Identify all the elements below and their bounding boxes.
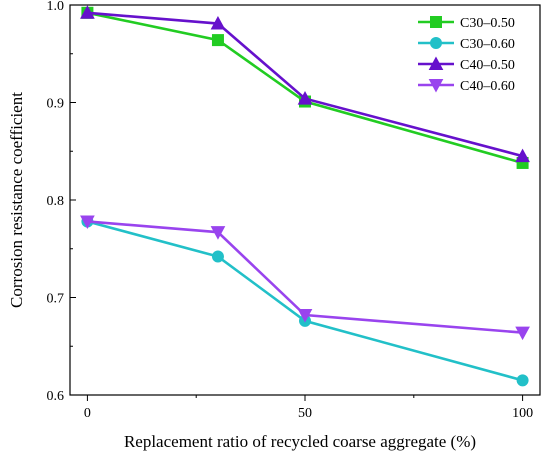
x-axis: 0 50 100 <box>84 395 533 421</box>
data-point <box>80 215 95 229</box>
data-point <box>297 309 313 323</box>
series-line <box>87 220 523 382</box>
legend-marker <box>430 37 442 49</box>
y-axis: 0.6 0.7 0.8 0.9 1.0 <box>47 0 76 404</box>
series-4 <box>80 215 530 341</box>
legend-label: C40–0.60 <box>460 79 515 94</box>
x-tick-label: 100 <box>512 406 533 421</box>
legend-item: C30–0.50 <box>418 16 515 31</box>
x-tick-label: 0 <box>84 406 91 421</box>
x-tick-label: 50 <box>298 406 312 421</box>
legend-label: C30–0.60 <box>460 37 515 52</box>
series-line <box>87 11 523 158</box>
data-point <box>210 15 226 30</box>
legend-marker <box>430 16 442 28</box>
series-layer <box>80 5 530 387</box>
series-line <box>87 11 523 165</box>
data-point <box>515 148 530 163</box>
legend-item: C30–0.60 <box>418 37 515 52</box>
data-point <box>210 226 226 240</box>
y-axis-title: Corrosion resistance coefficient <box>7 92 26 308</box>
y-tick-label: 0.8 <box>47 194 65 209</box>
data-point <box>211 34 224 47</box>
y-tick-label: 0.7 <box>47 292 65 307</box>
y-tick-label: 0.9 <box>47 97 65 112</box>
legend-label: C30–0.50 <box>460 16 515 31</box>
data-point <box>297 91 313 105</box>
legend: C30–0.50 C30–0.60 C40–0.50 C40–0.60 <box>418 16 515 94</box>
y-tick-label: 0.6 <box>47 389 65 404</box>
data-point <box>80 5 95 19</box>
legend-marker <box>428 56 444 70</box>
legend-label: C40–0.50 <box>460 58 515 73</box>
series-line <box>87 220 523 334</box>
y-tick-label: 1.0 <box>47 0 65 14</box>
data-point <box>516 374 529 387</box>
series-2 <box>81 215 529 387</box>
data-point <box>515 326 530 341</box>
legend-item: C40–0.50 <box>418 56 515 73</box>
data-point <box>211 250 224 263</box>
legend-item: C40–0.60 <box>418 79 515 94</box>
x-axis-title: Replacement ratio of recycled coarse agg… <box>124 432 476 451</box>
legend-marker <box>428 79 444 93</box>
series-3 <box>80 5 530 163</box>
